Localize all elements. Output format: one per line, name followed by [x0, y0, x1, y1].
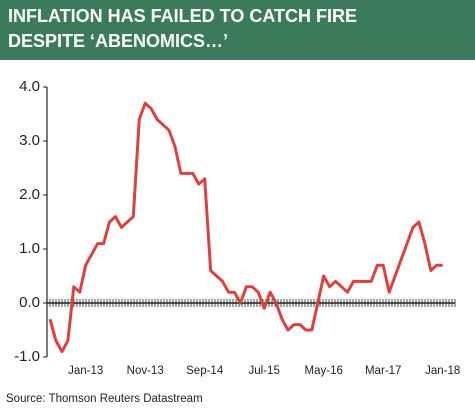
x-tick-label: Mar-17 — [365, 365, 401, 377]
x-tick-label: Jan-18 — [425, 365, 460, 377]
chart-title: DESPITE ‘ABENOMICS…’ — [8, 31, 228, 51]
x-tick-label: Jul-15 — [249, 365, 280, 377]
chart-title: INFLATION HAS FAILED TO CATCH FIRE — [8, 6, 357, 26]
data-line — [48, 101, 443, 354]
y-tick-label: -1.0 — [14, 348, 40, 365]
y-tick-label: 0.0 — [19, 294, 40, 311]
title-banner — [0, 0, 475, 60]
x-tick-label: Sep-14 — [186, 365, 224, 377]
x-tick-label: May-16 — [305, 365, 343, 377]
y-tick-label: 2.0 — [19, 186, 40, 203]
x-tick-label: Nov-13 — [127, 365, 164, 377]
y-tick-label: 1.0 — [19, 240, 40, 257]
source: Source: Thomson Reuters Datastream — [6, 393, 203, 405]
y-tick-label: 4.0 — [19, 78, 40, 95]
x-tick-label: Jan-13 — [68, 365, 103, 377]
y-tick-label: 3.0 — [19, 132, 40, 149]
